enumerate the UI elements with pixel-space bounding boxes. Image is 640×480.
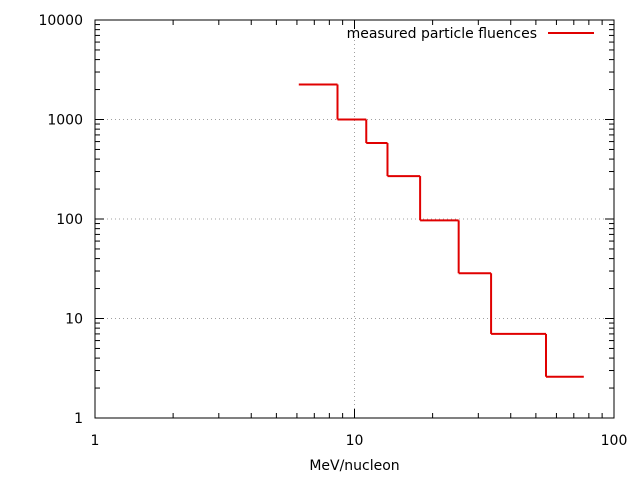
plot-border xyxy=(94,19,615,419)
y-tick-label: 10 xyxy=(65,312,83,328)
x-tick-label: 10 xyxy=(346,433,364,449)
grid-lines xyxy=(95,20,614,418)
series-measured-particle-fluences xyxy=(298,83,584,378)
y-tick-label: 1 xyxy=(74,411,83,427)
y-tick-label: 10000 xyxy=(38,13,83,29)
legend: measured particle fluences xyxy=(347,26,594,42)
series-layer xyxy=(298,83,584,378)
axis-ticks: 1 10 100 1 10 100 1000 10000 xyxy=(38,13,627,449)
y-tick-label: 1000 xyxy=(47,113,83,129)
x-tick-label: 1 xyxy=(91,433,100,449)
x-tick-label: 100 xyxy=(601,433,628,449)
legend-entry-label: measured particle fluences xyxy=(347,26,537,42)
x-axis-label: MeV/nucleon xyxy=(309,458,399,474)
y-tick-label: 100 xyxy=(56,212,83,228)
